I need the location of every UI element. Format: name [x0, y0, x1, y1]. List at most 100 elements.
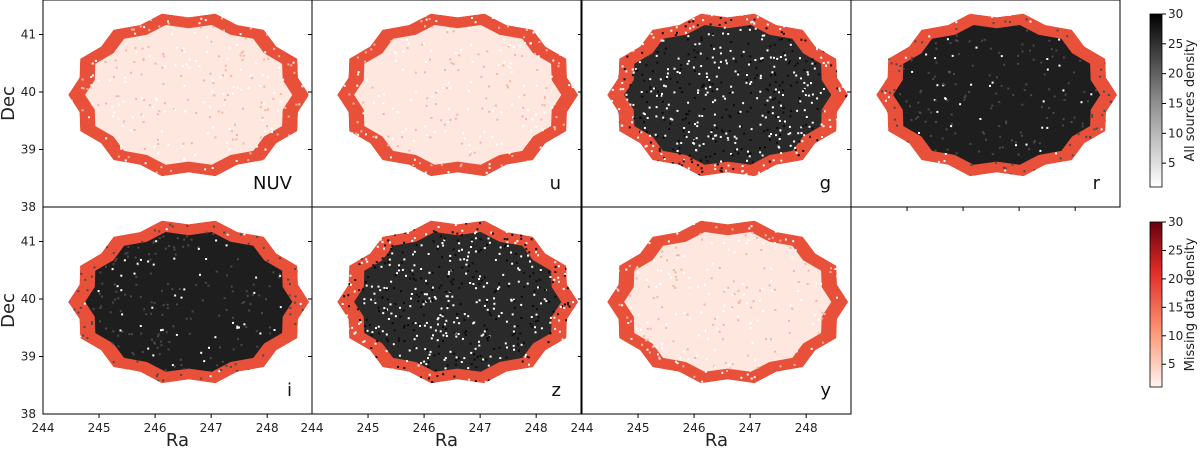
density-pixel	[135, 275, 138, 278]
density-pixel	[937, 160, 940, 163]
density-pixel	[164, 369, 167, 372]
density-pixel	[780, 104, 782, 107]
density-pixel	[527, 254, 529, 257]
density-pixel	[255, 276, 258, 279]
density-pixel	[406, 47, 409, 50]
density-pixel	[1073, 116, 1076, 119]
density-pixel	[645, 64, 648, 67]
density-pixel	[169, 223, 172, 226]
density-pixel	[666, 72, 669, 75]
x-axis-label: Ra	[435, 430, 458, 451]
density-pixel	[690, 158, 693, 161]
density-pixel	[541, 129, 544, 132]
density-pixel	[769, 96, 772, 99]
density-pixel	[182, 245, 185, 248]
density-pixel	[474, 232, 476, 235]
density-pixel	[208, 346, 210, 349]
density-pixel	[507, 65, 510, 68]
density-pixel	[1017, 62, 1020, 65]
density-pixel	[535, 280, 538, 283]
density-pixel	[383, 247, 385, 250]
density-pixel	[518, 349, 520, 352]
density-pixel	[964, 94, 967, 97]
density-pixel	[461, 229, 464, 232]
density-pixel	[780, 159, 783, 162]
density-pixel	[798, 140, 801, 143]
density-pixel	[1091, 113, 1094, 116]
density-pixel	[109, 311, 112, 314]
density-pixel	[360, 257, 363, 260]
density-pixel	[423, 360, 426, 363]
density-pixel	[784, 58, 787, 61]
density-pixel	[652, 36, 655, 39]
density-pixel	[701, 86, 704, 88]
density-pixel	[944, 97, 947, 100]
density-pixel	[134, 32, 137, 35]
panel-NUV	[39, 0, 313, 211]
density-pixel	[457, 357, 460, 360]
density-pixel	[783, 51, 786, 54]
density-pixel	[948, 71, 951, 74]
density-pixel	[727, 164, 730, 167]
density-pixel	[760, 249, 763, 251]
density-pixel	[673, 91, 676, 94]
density-pixel	[928, 35, 931, 38]
density-pixel	[552, 59, 555, 62]
density-pixel	[761, 57, 764, 60]
density-pixel	[1095, 127, 1098, 130]
density-pixel	[529, 323, 532, 325]
density-pixel	[1071, 154, 1074, 157]
density-pixel	[362, 341, 365, 343]
density-pixel	[890, 62, 893, 65]
density-pixel	[99, 307, 102, 309]
density-pixel	[485, 97, 488, 100]
density-pixel	[232, 86, 235, 88]
density-pixel	[200, 17, 203, 20]
density-pixel	[429, 136, 432, 139]
density-pixel	[248, 309, 251, 312]
density-pixel	[130, 28, 133, 31]
density-pixel	[212, 126, 214, 129]
density-pixel	[148, 29, 151, 32]
density-pixel	[1085, 135, 1088, 138]
density-pixel	[424, 25, 426, 28]
density-pixel	[648, 79, 651, 82]
density-pixel	[707, 135, 710, 138]
density-pixel	[955, 152, 958, 155]
density-pixel	[1042, 100, 1045, 103]
density-pixel	[510, 251, 512, 254]
density-pixel	[975, 46, 978, 49]
density-pixel	[253, 291, 256, 294]
density-pixel	[628, 264, 631, 267]
density-pixel	[635, 277, 638, 280]
density-pixel	[198, 22, 201, 25]
density-pixel	[496, 143, 499, 146]
density-pixel	[226, 274, 228, 277]
density-pixel	[390, 40, 393, 42]
density-pixel	[678, 152, 681, 155]
density-pixel	[180, 296, 183, 299]
density-pixel	[343, 84, 346, 87]
density-pixel	[968, 40, 971, 43]
density-pixel	[1122, 19, 1124, 21]
density-pixel	[370, 347, 373, 349]
density-pixel	[910, 59, 913, 62]
density-pixel	[362, 112, 365, 115]
density-pixel	[427, 366, 430, 368]
density-pixel	[775, 115, 778, 118]
density-pixel	[173, 248, 176, 251]
density-pixel	[1040, 105, 1043, 108]
density-pixel	[692, 25, 695, 28]
density-pixel	[1124, 164, 1126, 166]
density-pixel	[431, 25, 434, 28]
density-pixel	[121, 125, 124, 127]
panel-z	[308, 206, 582, 418]
density-pixel	[130, 333, 133, 336]
density-pixel	[768, 138, 771, 141]
x-tick-label: 248	[256, 421, 279, 435]
density-pixel	[669, 77, 672, 80]
density-pixel	[86, 337, 89, 339]
density-pixel	[366, 329, 369, 332]
density-pixel	[442, 334, 445, 337]
density-pixel	[354, 279, 357, 281]
